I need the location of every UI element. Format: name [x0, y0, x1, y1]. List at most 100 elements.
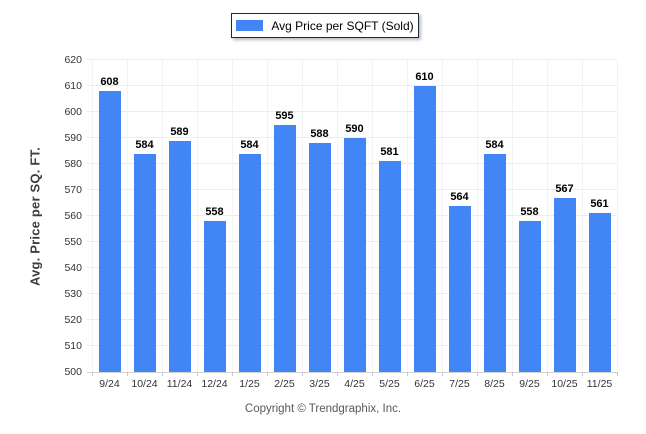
bar-value-label: 567: [555, 182, 574, 195]
y-tick-label: 610: [64, 79, 82, 92]
x-tick-label: 9/24: [99, 378, 120, 390]
bar-value-label: 558: [205, 206, 224, 219]
bar: [448, 205, 471, 372]
x-tick-label: 12/24: [201, 378, 228, 390]
y-tick-label: 620: [64, 53, 82, 66]
copyright-text: Copyright © Trendgraphix, Inc.: [244, 403, 402, 415]
gridline-vertical: [302, 60, 303, 372]
x-tick-label: 4/25: [344, 378, 365, 390]
y-tick-label: 530: [64, 287, 82, 300]
x-axis-ticks: [87, 372, 618, 377]
x-tick-label: 2/25: [274, 378, 295, 390]
x-tick-mark: [267, 372, 268, 376]
gridline-vertical: [547, 60, 548, 372]
x-tick-label: 10/25: [551, 378, 578, 390]
bar-value-label: 589: [170, 125, 189, 138]
x-tick-mark: [477, 372, 478, 376]
y-tick-label: 520: [64, 313, 82, 326]
bar-value-label: 584: [485, 138, 504, 151]
gridline-vertical: [442, 60, 443, 372]
bar: [588, 213, 611, 372]
bar: [483, 153, 506, 372]
y-tick-label: 590: [64, 131, 82, 144]
y-tick-label: 570: [64, 183, 82, 196]
bar-value-label: 595: [275, 110, 294, 122]
bar-value-label: 584: [135, 138, 154, 151]
x-tick-label: 10/24: [131, 378, 158, 390]
y-tick-label: 560: [64, 209, 82, 222]
gridline: [87, 137, 617, 138]
bar: [203, 221, 226, 372]
gridline-vertical: [582, 60, 583, 372]
gridline: [87, 85, 617, 86]
x-axis-tick-labels: 9/24 10/24 11/24 12/24 1/25 2/25 3/25 4/25 5/25 6…: [87, 378, 617, 393]
x-tick-mark: [302, 372, 303, 376]
bar: [98, 91, 121, 372]
x-tick-mark: [547, 372, 548, 376]
x-tick-label: 9/25: [519, 378, 540, 390]
bar-value-label: 561: [590, 198, 609, 211]
gridline-vertical: [477, 60, 478, 372]
legend: Avg Price per SQFT (Sold): [231, 13, 419, 38]
bar: [308, 143, 331, 372]
x-tick-mark: [372, 372, 373, 376]
plot-area: 608 584 589 558 584 595 588 590 581 610 564 584 558 5…: [87, 59, 618, 373]
x-tick-mark: [512, 372, 513, 376]
y-tick-label: 510: [64, 339, 82, 352]
x-tick-label: 11/24: [166, 378, 193, 390]
x-tick-mark: [162, 372, 163, 376]
x-tick-mark: [92, 372, 93, 376]
x-tick-mark: [127, 372, 128, 376]
x-tick-mark: [407, 372, 408, 376]
gridline-vertical: [127, 60, 128, 372]
y-tick-label: 540: [64, 261, 82, 274]
x-tick-label: 7/25: [449, 378, 470, 390]
gridline: [87, 59, 617, 60]
bar-value-label: 588: [310, 128, 329, 141]
legend-swatch: [236, 20, 264, 31]
bar: [133, 153, 156, 372]
legend-label: Avg Price per SQFT (Sold): [271, 18, 414, 33]
gridline-vertical: [267, 60, 268, 372]
x-tick-label: 8/25: [484, 378, 505, 390]
gridline-vertical: [232, 60, 233, 372]
bar-value-label: 608: [100, 76, 119, 89]
bar: [518, 221, 541, 372]
bar: [168, 140, 191, 372]
x-tick-label: 1/25: [239, 378, 260, 390]
bar: [378, 161, 401, 372]
gridline-vertical: [407, 60, 408, 372]
y-tick-label: 500: [64, 365, 82, 378]
gridline-vertical: [197, 60, 198, 372]
bar-value-label: 564: [450, 190, 469, 203]
gridline-vertical: [617, 60, 618, 372]
gridline-vertical: [372, 60, 373, 372]
x-tick-mark: [232, 372, 233, 376]
bar: [238, 153, 261, 372]
gridline: [87, 111, 617, 112]
gridline: [87, 372, 617, 373]
bar-value-label: 581: [380, 146, 399, 159]
bar-value-label: 584: [240, 138, 259, 151]
bar-value-label: 590: [345, 123, 364, 135]
bar: [413, 86, 436, 372]
x-tick-mark: [617, 372, 618, 376]
bar: [273, 125, 296, 372]
bar-value-label: 610: [415, 71, 434, 83]
gridline-vertical: [162, 60, 163, 372]
y-axis-tick-labels: 500 510 520 530 540 550 560 570 580 590 600 610 620: [0, 54, 82, 378]
x-tick-label: 11/25: [586, 378, 613, 390]
gridline-vertical: [337, 60, 338, 372]
gridline-vertical: [92, 60, 93, 372]
y-tick-label: 550: [64, 235, 82, 248]
y-tick-label: 580: [64, 157, 82, 170]
y-tick-label: 600: [64, 105, 82, 118]
x-tick-mark: [197, 372, 198, 376]
x-tick-mark: [337, 372, 338, 376]
bar-value-label: 558: [520, 206, 539, 219]
x-tick-mark: [442, 372, 443, 376]
gridline-vertical: [512, 60, 513, 372]
x-tick-label: 3/25: [309, 378, 330, 390]
x-tick-label: 5/25: [379, 378, 400, 390]
